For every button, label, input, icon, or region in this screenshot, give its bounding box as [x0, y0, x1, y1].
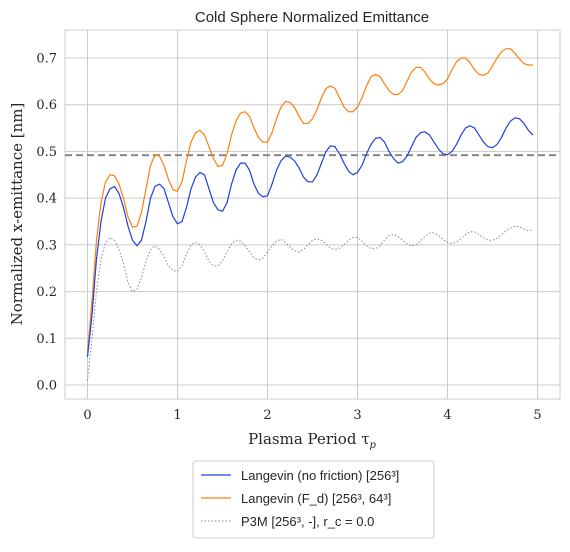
x-tick-label: 2	[263, 408, 271, 423]
legend-label-langevin-no-friction: Langevin (no friction) [256³]	[241, 468, 399, 483]
y-tick-label: 0.3	[36, 238, 57, 253]
legend-label-p3m: P3M [256³, -], r_c = 0.0	[241, 514, 374, 529]
y-axis-label: Normalized x-emittance [nm]	[8, 103, 26, 326]
x-tick-label: 4	[443, 408, 451, 423]
x-tick-label: 3	[353, 408, 361, 423]
y-tick-label: 0.4	[36, 192, 57, 207]
x-tick-label: 0	[83, 408, 91, 423]
y-tick-label: 0.0	[36, 378, 57, 393]
y-tick-label: 0.7	[36, 52, 57, 67]
y-tick-label: 0.2	[36, 285, 57, 300]
x-tick-label: 1	[173, 408, 181, 423]
y-tick-label: 0.5	[36, 145, 57, 160]
legend: Langevin (no friction) [256³] Langevin (…	[193, 461, 434, 538]
y-tick-label: 0.6	[36, 98, 57, 113]
x-axis-label-main: Plasma Period τ	[248, 430, 369, 448]
x-axis-label: Plasma Period τp	[248, 430, 376, 451]
y-tick-label: 0.1	[36, 332, 57, 347]
legend-label-langevin-fd: Langevin (F_d) [256³, 64³]	[241, 491, 391, 506]
x-tick-label: 5	[533, 408, 541, 423]
chart-title: Cold Sphere Normalized Emittance	[195, 9, 429, 26]
x-axis-label-subscript: p	[370, 440, 377, 451]
